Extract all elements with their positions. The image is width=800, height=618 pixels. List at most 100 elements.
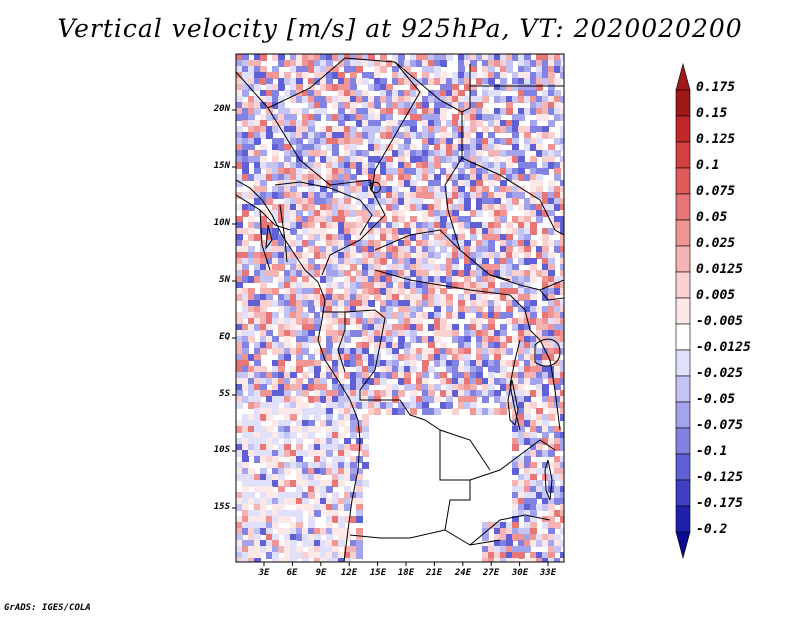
field-cell	[356, 294, 363, 301]
field-cell	[284, 450, 291, 457]
field-cell	[326, 264, 333, 271]
field-cell	[560, 228, 564, 235]
field-cell	[464, 258, 471, 265]
colorbar-swatch	[675, 453, 691, 481]
field-cell	[296, 246, 303, 253]
field-cell	[236, 498, 243, 505]
field-cell	[452, 216, 459, 223]
field-cell	[452, 156, 459, 163]
field-cell	[242, 210, 249, 217]
field-cell	[302, 360, 309, 367]
field-cell	[410, 270, 417, 277]
field-cell	[560, 54, 564, 61]
field-cell	[422, 264, 429, 271]
field-cell	[548, 264, 555, 271]
field-cell	[242, 480, 249, 487]
field-cell	[536, 270, 543, 277]
field-cell	[332, 54, 339, 61]
field-cell	[452, 84, 459, 91]
field-cell	[416, 372, 423, 379]
field-cell	[284, 480, 291, 487]
field-cell	[434, 306, 441, 313]
field-cell	[416, 132, 423, 139]
field-cell	[368, 282, 375, 289]
field-cell	[554, 318, 561, 325]
field-cell	[344, 60, 351, 67]
field-cell	[428, 348, 435, 355]
field-cell	[524, 252, 531, 259]
field-cell	[470, 378, 477, 385]
field-cell	[434, 372, 441, 379]
field-cell	[314, 390, 321, 397]
field-cell	[428, 132, 435, 139]
lake-malawi	[544, 459, 553, 501]
colorbar-swatch	[675, 271, 691, 299]
field-cell	[518, 288, 525, 295]
field-cell	[326, 540, 333, 547]
field-cell	[320, 60, 327, 67]
field-cell	[506, 126, 513, 133]
field-cell	[404, 144, 411, 151]
field-cell	[506, 318, 513, 325]
field-cell	[428, 108, 435, 115]
field-cell	[524, 474, 531, 481]
field-cell	[248, 132, 255, 139]
field-cell	[434, 318, 441, 325]
field-cell	[326, 162, 333, 169]
field-cell	[374, 150, 381, 157]
field-cell	[398, 282, 405, 289]
field-cell	[542, 258, 549, 265]
field-cell	[476, 312, 483, 319]
field-cell	[434, 66, 441, 73]
field-cell	[350, 354, 357, 361]
field-cell	[374, 402, 381, 409]
field-cell	[266, 486, 273, 493]
field-cell	[356, 96, 363, 103]
field-cell	[356, 342, 363, 349]
field-cell	[422, 354, 429, 361]
field-cell	[362, 426, 369, 433]
field-cell	[530, 420, 537, 427]
field-cell	[404, 240, 411, 247]
field-cell	[266, 324, 273, 331]
field-cell	[542, 462, 549, 469]
field-cell	[272, 228, 279, 235]
field-cell	[236, 96, 243, 103]
field-cell	[560, 108, 564, 115]
field-cell	[266, 474, 273, 481]
field-cell	[302, 114, 309, 121]
field-cell	[278, 444, 285, 451]
field-cell	[254, 318, 261, 325]
field-cell	[530, 270, 537, 277]
field-cell	[434, 108, 441, 115]
field-cell	[284, 378, 291, 385]
field-cell	[440, 90, 447, 97]
field-cell	[410, 336, 417, 343]
field-cell	[398, 276, 405, 283]
field-cell	[236, 516, 243, 523]
field-cell	[344, 306, 351, 313]
field-cell	[524, 90, 531, 97]
field-cell	[404, 180, 411, 187]
field-cell	[320, 396, 327, 403]
field-cell	[308, 246, 315, 253]
field-cell	[314, 468, 321, 475]
field-cell	[278, 300, 285, 307]
field-cell	[506, 306, 513, 313]
field-cell	[530, 312, 537, 319]
border-benin	[279, 204, 288, 263]
field-cell	[350, 474, 357, 481]
field-cell	[266, 510, 273, 517]
field-cell	[434, 114, 441, 121]
field-cell	[302, 252, 309, 259]
field-cell	[422, 132, 429, 139]
field-cell	[284, 546, 291, 553]
colorbar-swatch	[675, 375, 691, 403]
field-cell	[554, 348, 561, 355]
field-cell	[446, 360, 453, 367]
field-cell	[386, 288, 393, 295]
field-cell	[278, 396, 285, 403]
field-cell	[440, 114, 447, 121]
field-cell	[512, 168, 519, 175]
field-cell	[356, 372, 363, 379]
